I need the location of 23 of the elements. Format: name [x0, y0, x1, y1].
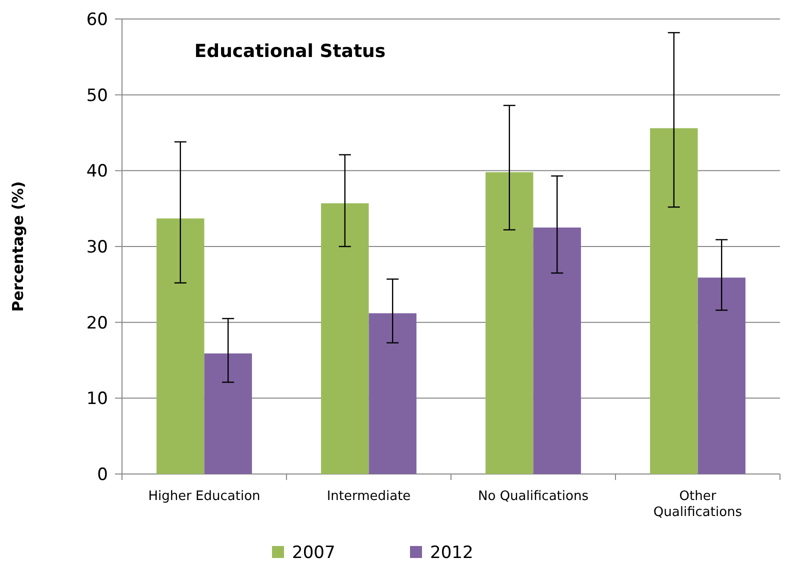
text: Educational Status — [194, 41, 386, 62]
y-tick-label: 40 — [86, 162, 108, 182]
bar — [486, 172, 534, 474]
bar — [650, 128, 698, 474]
y-tick-label: 10 — [86, 389, 108, 410]
bar — [368, 313, 416, 474]
legend-label: 2007 — [292, 542, 336, 563]
legend-label: 2012 — [430, 542, 474, 563]
y-tick-label: 60 — [86, 10, 108, 30]
x-tick-label: No Qualifications — [478, 489, 589, 504]
bar — [533, 228, 581, 474]
y-tick-label: 0 — [97, 464, 108, 485]
y-axis-title: Percentage (%) — [9, 181, 27, 312]
x-tick-label: Higher Education — [148, 489, 260, 504]
x-tick-label: Intermediate — [326, 489, 411, 504]
bar — [156, 218, 204, 474]
x-tick-label: Other Qualifications — [653, 489, 742, 520]
bar — [204, 353, 252, 474]
bar — [321, 203, 369, 474]
y-tick-label: 20 — [86, 313, 108, 334]
y-tick-label: 50 — [86, 86, 108, 106]
y-tick-label: 30 — [86, 237, 108, 258]
bar — [698, 278, 746, 474]
